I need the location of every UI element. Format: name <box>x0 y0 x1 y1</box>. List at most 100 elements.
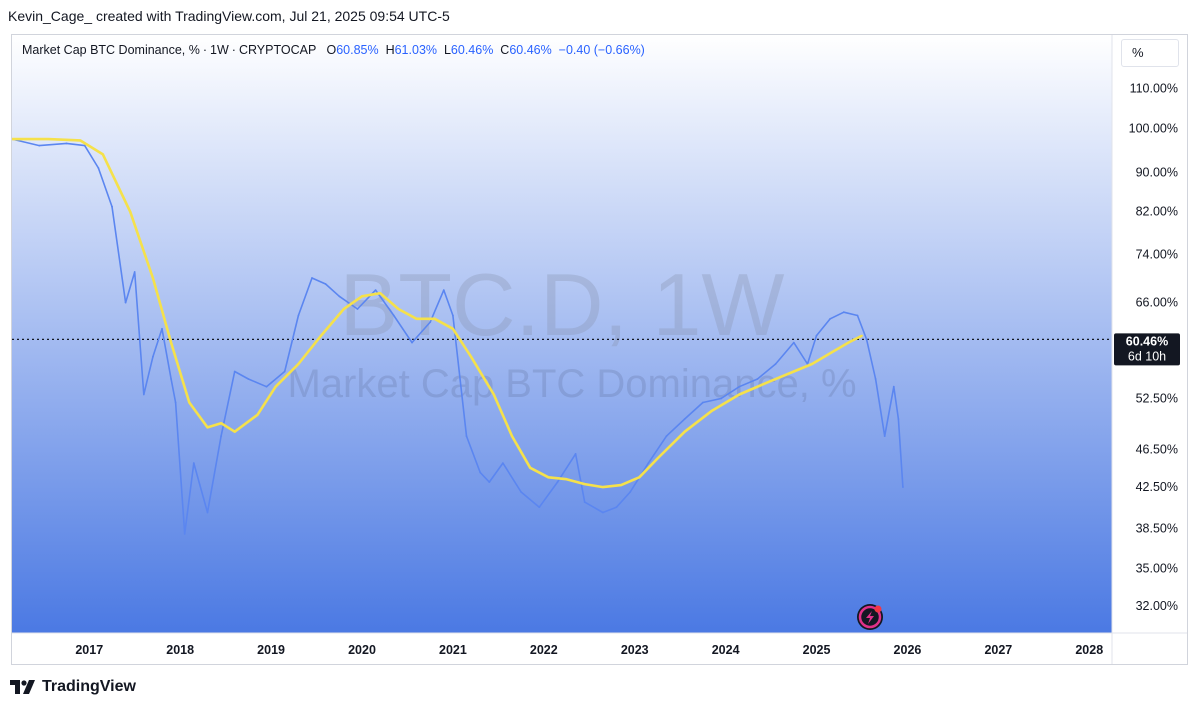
chart-canvas[interactable]: BTC.D, 1W Market Cap BTC Dominance, % 11… <box>12 35 1187 664</box>
moving-average-point <box>188 401 191 404</box>
legend-close-label: C <box>500 43 510 57</box>
series-layer <box>12 137 904 535</box>
moving-average-point <box>565 478 568 481</box>
legend-low-value: 60.46% <box>450 43 494 57</box>
price-series-point <box>411 341 413 344</box>
x-tick-label: 2021 <box>439 643 467 657</box>
x-tick-label: 2022 <box>530 643 558 657</box>
moving-average-point <box>656 457 659 460</box>
percent-scale-button[interactable]: % <box>1121 39 1179 67</box>
price-series-point <box>374 289 377 291</box>
price-series-point <box>892 385 895 388</box>
x-tick-label: 2019 <box>257 643 285 657</box>
price-series-point <box>206 511 209 514</box>
price-series-point <box>429 321 432 323</box>
price-series-point <box>829 317 832 320</box>
price-series-point <box>170 378 173 380</box>
moving-average-point <box>152 277 154 279</box>
moving-average-point <box>711 409 713 412</box>
price-series-point <box>38 144 41 147</box>
header: Kevin_Cage_ created with TradingView.com… <box>0 0 1199 34</box>
footer-brand-name: TradingView <box>42 678 136 695</box>
y-tick-label: 52.50% <box>1136 392 1178 406</box>
price-series-point <box>142 393 145 396</box>
price-series-point <box>220 435 223 437</box>
legend-interval[interactable]: 1W <box>210 43 229 57</box>
price-series-point <box>356 308 359 310</box>
y-tick-label: 90.00% <box>1136 166 1178 180</box>
y-axis-ticks: 110.00% 100.00% 90.00% 82.00% 74.00% 66.00% 52… <box>1129 82 1178 613</box>
price-series-point <box>602 511 604 514</box>
last-price-value: 60.46% <box>1126 334 1168 348</box>
price-series-point <box>815 334 818 337</box>
footer-brand[interactable]: TradingView <box>10 678 136 696</box>
moving-average-point <box>233 430 236 433</box>
price-series-point <box>538 506 541 509</box>
chart-frame[interactable]: BTC.D, 1W Market Cap BTC Dominance, % 11… <box>11 34 1188 665</box>
moving-average-point <box>12 138 13 140</box>
moving-average-point <box>765 381 768 384</box>
price-series-point <box>442 289 445 291</box>
watermark-symbol: BTC.D, 1W <box>340 255 785 354</box>
price-series-point <box>683 418 686 420</box>
legend-open-value: 60.85% <box>336 43 379 57</box>
moving-average-point <box>206 426 209 429</box>
price-series-point <box>479 471 482 474</box>
price-series-point <box>133 271 136 273</box>
plot-area[interactable] <box>12 35 1112 633</box>
x-tick-label: 2017 <box>75 643 103 657</box>
moving-average-point <box>602 486 604 488</box>
y-tick-label: 82.00% <box>1136 205 1178 219</box>
moving-average-point <box>583 483 586 485</box>
price-series-point <box>856 314 859 317</box>
moving-average-point <box>620 484 622 486</box>
last-price-tag: 60.46% 6d 10h <box>1114 333 1180 366</box>
x-tick-label: 2027 <box>984 643 1012 657</box>
price-series-point <box>556 481 559 483</box>
price-series-point <box>574 453 577 455</box>
price-series-point <box>902 486 904 488</box>
price-series-point <box>152 355 154 358</box>
y-tick-label: 100.00% <box>1129 122 1178 136</box>
x-tick-label: 2024 <box>712 643 740 657</box>
moving-average-point <box>792 370 795 373</box>
price-series-point <box>874 378 877 380</box>
moving-average-point <box>861 334 863 337</box>
legend-exchange: CRYPTOCAP <box>238 43 317 57</box>
legend-symbol[interactable]: Market Cap BTC Dominance, % <box>22 43 200 57</box>
price-series-point <box>702 401 704 404</box>
moving-average-point <box>102 153 104 156</box>
time-axis[interactable] <box>12 633 1187 664</box>
price-series-point <box>265 385 268 388</box>
y-tick-label: 74.00% <box>1136 248 1178 262</box>
price-series-point <box>842 311 845 314</box>
moving-average-point <box>342 308 345 310</box>
price-series-point <box>283 370 286 373</box>
lightning-badge-icon[interactable] <box>857 604 883 630</box>
price-series-point <box>324 283 327 285</box>
legend-high-value: 61.03% <box>394 43 438 57</box>
price-series-line <box>12 138 904 535</box>
moving-average-point <box>547 476 550 479</box>
moving-average-point <box>274 385 277 388</box>
price-series-point <box>488 481 491 483</box>
moving-average-point <box>492 393 495 396</box>
price-series-point <box>65 142 68 145</box>
price-series-point <box>174 401 177 404</box>
x-axis-ticks: 2017 2018 2019 2020 2021 2022 2023 2024 2025 2026… <box>75 643 1103 657</box>
legend-close-value: 60.46% <box>509 43 552 57</box>
moving-average-point <box>397 308 400 310</box>
legend-high-label: H <box>385 43 395 57</box>
price-series-point <box>392 314 395 317</box>
price-series-point <box>897 418 900 420</box>
moving-average-point <box>829 352 832 355</box>
moving-average-point <box>320 334 322 337</box>
symbol-legend[interactable]: Market Cap BTC Dominance, % · 1W · CRYPTOCAP… <box>22 43 645 57</box>
moving-average-line <box>12 137 863 489</box>
y-tick-label: 46.50% <box>1136 442 1178 456</box>
x-tick-label: 2026 <box>894 643 922 657</box>
moving-average-point <box>415 317 418 320</box>
moving-average-point <box>847 341 850 344</box>
moving-average-point <box>79 139 82 142</box>
price-series-point <box>192 462 195 464</box>
